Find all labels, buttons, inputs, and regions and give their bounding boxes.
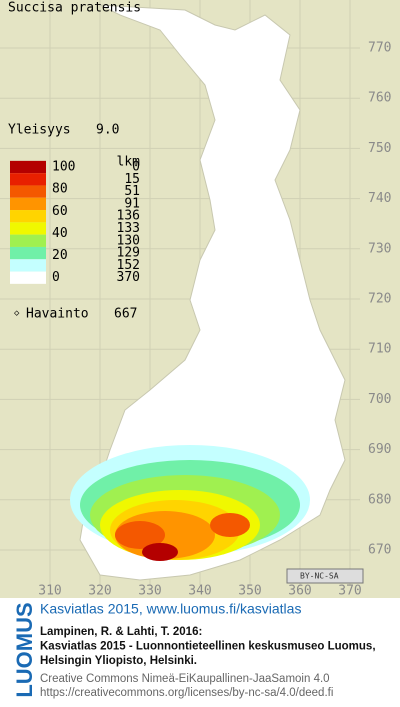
class-count: 370 <box>117 270 140 285</box>
class-count: 0 <box>132 160 140 175</box>
observation-count: 667 <box>114 307 137 322</box>
count-header: lkm <box>117 155 141 170</box>
license-line: https://creativecommons.org/licenses/by-… <box>40 687 333 699</box>
scale-label: 20 <box>52 248 68 263</box>
northing-label: 700 <box>368 392 391 407</box>
logo: LUOMUS <box>12 602 37 697</box>
frequency-label: Yleisyys <box>8 123 71 138</box>
northing-label: 730 <box>368 241 391 256</box>
finland-outline <box>79 4 346 581</box>
easting-label: 370 <box>338 584 361 599</box>
species-title: Succisa pratensis <box>8 1 141 16</box>
class-count: 15 <box>124 172 140 187</box>
northing-label: 720 <box>368 292 391 307</box>
class-count: 133 <box>117 221 140 236</box>
northing-label: 740 <box>368 191 391 206</box>
frequency-value: 9.0 <box>96 123 119 138</box>
class-count: 136 <box>117 209 140 224</box>
legend-swatch <box>10 234 46 247</box>
easting-label: 320 <box>88 584 111 599</box>
class-count: 91 <box>124 196 140 211</box>
citation-line: Helsingin Yliopisto, Helsinki. <box>40 655 197 667</box>
legend-swatch <box>10 185 46 198</box>
citation-line: Lampinen, R. & Lahti, T. 2016: <box>40 626 202 638</box>
northing-label: 680 <box>368 492 391 507</box>
legend-swatch <box>10 210 46 223</box>
legend-swatch <box>10 222 46 235</box>
legend-swatch <box>10 259 46 272</box>
scale-label: 100 <box>52 160 75 175</box>
scale-label: 60 <box>52 204 68 219</box>
headline: Kasviatlas 2015, www.luomus.fi/kasviatla… <box>40 601 301 617</box>
axes: 770 760 750 740 730 720 710 700 690 680 670 310 320 3… <box>38 41 391 599</box>
legend-swatch <box>10 160 46 174</box>
northing-label: 770 <box>368 41 391 56</box>
class-count: 130 <box>117 233 140 248</box>
heat-cells <box>70 445 310 561</box>
scale-label: 0 <box>52 270 60 285</box>
legend-swatch <box>10 246 46 260</box>
scale-label: 80 <box>52 182 68 197</box>
easting-label: 340 <box>188 584 211 599</box>
footer: Lampinen, R. & Lahti, T. 2016: Kasviatlas… <box>40 626 376 699</box>
class-count: 129 <box>117 246 140 261</box>
class-count: 51 <box>124 184 140 199</box>
easting-label: 310 <box>38 584 61 599</box>
northing-label: 710 <box>368 342 391 357</box>
northing-label: 690 <box>368 442 391 457</box>
cc-badge-text: BY-NC-SA <box>300 572 339 581</box>
easting-label: 350 <box>238 584 261 599</box>
class-count: 152 <box>117 258 140 273</box>
northing-label: 750 <box>368 141 391 156</box>
northing-label: 760 <box>368 91 391 106</box>
citation-line: Kasviatlas 2015 - Luonnontieteellinen ke… <box>40 641 376 653</box>
observation-label: Havainto <box>26 307 89 322</box>
easting-label: 360 <box>288 584 311 599</box>
legend-swatch <box>10 271 46 284</box>
northing-label: 670 <box>368 543 391 558</box>
easting-label: 330 <box>138 584 161 599</box>
observation-symbol: ◇ <box>14 309 20 319</box>
scale-label: 40 <box>52 226 68 241</box>
legend-swatch <box>10 173 46 186</box>
legend-swatch <box>10 197 46 211</box>
cc-badge <box>286 568 364 584</box>
license-line: Creative Commons Nimeä-EiKaupallinen-Jaa… <box>40 673 330 685</box>
